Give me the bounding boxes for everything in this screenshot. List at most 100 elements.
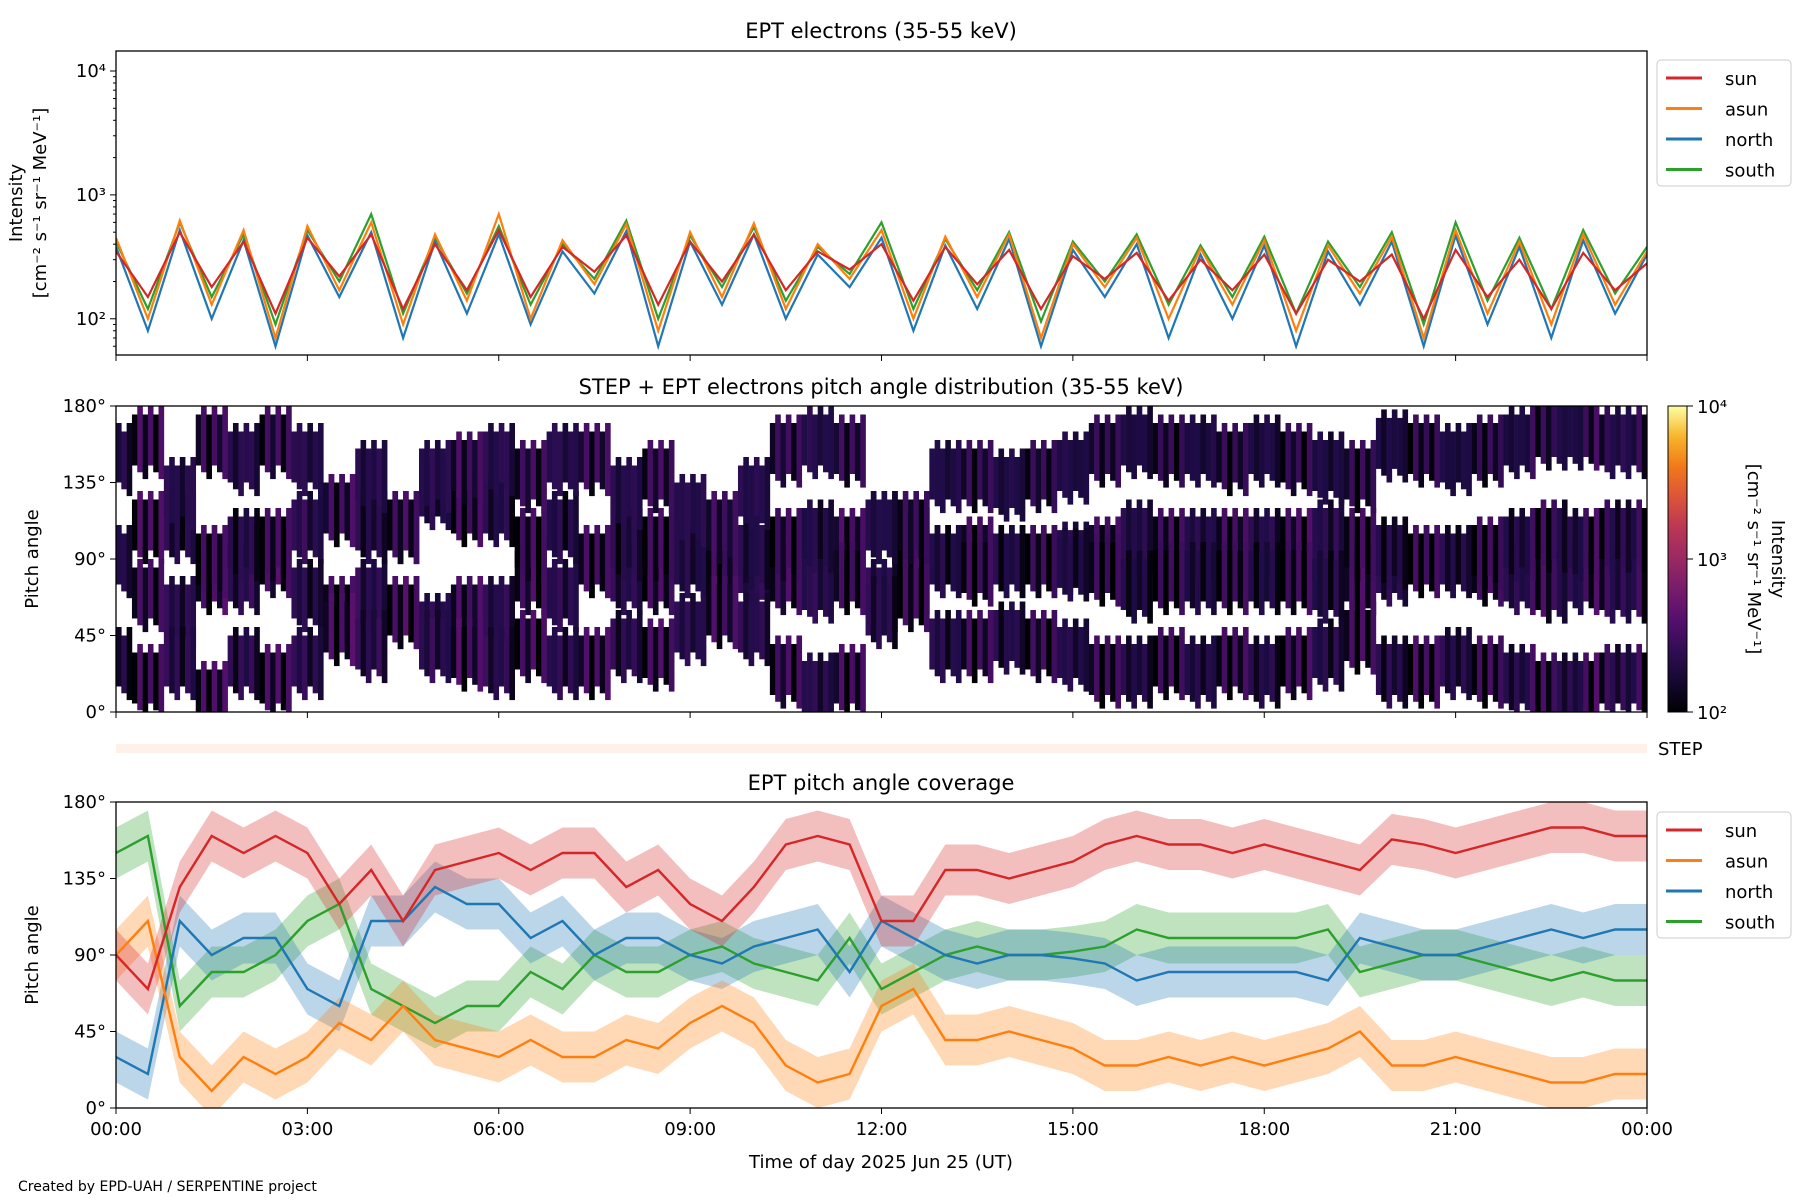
heatmap-cell	[424, 610, 430, 677]
heatmap-cell	[642, 550, 648, 602]
legend-label-south: south	[1725, 913, 1775, 934]
heatmap-cell	[950, 448, 957, 507]
heatmap-cell	[1524, 550, 1531, 609]
heatmap-cell	[323, 482, 329, 534]
heatmap-cell	[1099, 644, 1106, 709]
heatmap-cell	[1561, 499, 1568, 573]
heatmap-cell	[780, 644, 787, 709]
heatmap-cell	[1179, 542, 1185, 616]
heatmap-cell	[1285, 542, 1292, 609]
heatmap-cell	[1413, 635, 1419, 702]
heatmap-cell	[562, 559, 569, 619]
heatmap-cell	[1046, 448, 1052, 507]
heatmap-cell	[551, 423, 558, 490]
y-tick-label: 0°	[86, 702, 106, 723]
heatmap-cell	[1641, 559, 1648, 624]
heatmap-cell	[743, 457, 749, 524]
x-tick-label: 00:00	[90, 1119, 142, 1140]
heatmap-cell	[812, 559, 819, 624]
heatmap-cell	[1322, 508, 1329, 573]
heatmap-cell	[514, 618, 521, 670]
panel1-title: EPT electrons (35-55 keV)	[745, 19, 1017, 43]
heatmap-cell	[408, 499, 414, 558]
y-tick-label: 45°	[74, 1022, 106, 1043]
heatmap-cell	[403, 576, 409, 636]
heatmap-cell	[1237, 550, 1244, 609]
heatmap-cell	[753, 593, 760, 653]
heatmap-cell	[562, 423, 569, 483]
heatmap-cell	[1561, 406, 1568, 471]
heatmap-cell	[865, 499, 872, 551]
heatmap-cell	[658, 440, 664, 500]
heatmap-cell	[1386, 644, 1393, 709]
heatmap-cell	[1136, 406, 1143, 466]
heatmap-cell	[1593, 406, 1600, 471]
heatmap-cell	[785, 508, 792, 568]
heatmap-cell	[1280, 516, 1286, 568]
heatmap-cell	[668, 508, 675, 582]
heatmap-cell	[844, 550, 850, 616]
heatmap-cell	[775, 508, 781, 575]
heatmap-cell	[599, 533, 606, 592]
heatmap-cell	[993, 610, 999, 661]
heatmap-cell	[690, 593, 696, 653]
heatmap-cell	[727, 542, 733, 600]
heatmap-cell	[1110, 542, 1116, 600]
heatmap-cell	[1168, 542, 1175, 602]
heatmap-cell	[557, 567, 563, 633]
heatmap-cell	[743, 516, 749, 583]
heatmap-cell	[924, 491, 930, 565]
heatmap-cell	[222, 406, 228, 480]
heatmap-cell	[924, 559, 930, 633]
heatmap-cell	[392, 491, 399, 558]
heatmap-cell	[684, 601, 691, 667]
heatmap-cell	[387, 584, 393, 636]
heatmap-cell	[530, 508, 537, 568]
heatmap-cell	[1078, 440, 1084, 498]
heatmap-cell	[828, 406, 834, 480]
heatmap-cell	[387, 499, 393, 551]
heatmap-cell	[1615, 550, 1621, 610]
heatmap-cell	[227, 550, 234, 602]
heatmap-cell	[131, 499, 138, 551]
heatmap-cell	[833, 516, 840, 568]
heatmap-cell	[1072, 528, 1079, 588]
heatmap-cell	[445, 440, 452, 514]
heatmap-cell	[1003, 533, 1010, 599]
heatmap-cell	[413, 576, 420, 650]
heatmap-cell	[1349, 440, 1355, 507]
heatmap-cell	[1290, 550, 1297, 616]
step-strip	[116, 744, 1647, 753]
heatmap-cell	[217, 533, 223, 592]
heatmap-cell	[748, 601, 755, 667]
heatmap-cell	[259, 516, 266, 568]
heatmap-cell	[1163, 635, 1169, 701]
heatmap-cell	[615, 508, 622, 575]
heatmap-cell	[663, 550, 670, 609]
heatmap-cell	[520, 610, 526, 677]
heatmap-cell	[509, 423, 515, 497]
heatmap-cell	[860, 644, 866, 712]
heatmap-cell	[737, 601, 744, 653]
heatmap-cell	[142, 499, 149, 565]
heatmap-cell	[477, 474, 484, 548]
heatmap-cell	[551, 627, 558, 694]
heatmap-cell	[504, 635, 510, 694]
heatmap-cell	[886, 499, 893, 558]
heatmap-cell	[1104, 635, 1111, 695]
heatmap-cell	[785, 542, 792, 602]
heatmap-cell	[1094, 635, 1100, 702]
heatmap-cell	[1030, 440, 1036, 507]
heatmap-cell	[1104, 414, 1111, 474]
heatmap-cell	[615, 542, 622, 609]
heatmap-cell	[631, 465, 638, 524]
heatmap-cell	[1583, 406, 1589, 457]
heatmap-cell	[892, 576, 898, 650]
heatmap-cell	[823, 414, 829, 473]
heatmap-cell	[1343, 516, 1350, 568]
heatmap-cell	[1471, 525, 1478, 576]
heatmap-cell	[1343, 550, 1350, 602]
panel2-title: STEP + EPT electrons pitch angle distrib…	[579, 375, 1184, 399]
series-line-north	[116, 226, 1647, 351]
heatmap-cell	[397, 584, 404, 650]
